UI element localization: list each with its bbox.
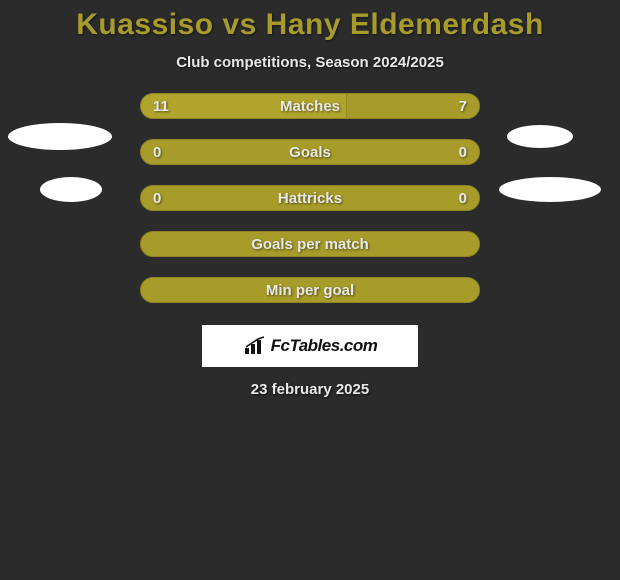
stat-row: 0Goals0 [140, 139, 480, 165]
stat-label: Hattricks [141, 190, 479, 207]
stat-value-right: 0 [459, 190, 467, 207]
placeholder-ellipse [507, 125, 573, 148]
stat-value-left: 0 [153, 190, 161, 207]
placeholder-ellipse [499, 177, 601, 202]
stat-row: Min per goal [140, 277, 480, 303]
placeholder-ellipse [40, 177, 102, 202]
stat-value-right: 0 [459, 144, 467, 161]
stat-row: Goals per match [140, 231, 480, 257]
stat-label: Goals [141, 144, 479, 161]
stat-value-left: 11 [153, 98, 169, 115]
stats-list: 11Matches70Goals00Hattricks0Goals per ma… [140, 93, 480, 323]
bars-icon [243, 336, 267, 356]
stat-bar: 11Matches7 [140, 93, 480, 119]
stat-fill [141, 94, 347, 118]
placeholder-ellipse [8, 123, 112, 150]
logo-box: FcTables.com [202, 325, 418, 367]
date-label: 23 february 2025 [251, 381, 369, 398]
stat-value-right: 7 [459, 98, 467, 115]
page-title: Kuassiso vs Hany Eldemerdash [76, 8, 544, 42]
logo: FcTables.com [243, 336, 378, 356]
stat-bar: Goals per match [140, 231, 480, 257]
stat-value-left: 0 [153, 144, 161, 161]
stat-bar: 0Hattricks0 [140, 185, 480, 211]
subtitle: Club competitions, Season 2024/2025 [176, 54, 444, 71]
stat-label: Min per goal [141, 282, 479, 299]
stat-bar: 0Goals0 [140, 139, 480, 165]
stat-row: 0Hattricks0 [140, 185, 480, 211]
stat-bar: Min per goal [140, 277, 480, 303]
logo-text: FcTables.com [271, 336, 378, 356]
stat-label: Goals per match [141, 236, 479, 253]
stat-row: 11Matches7 [140, 93, 480, 119]
